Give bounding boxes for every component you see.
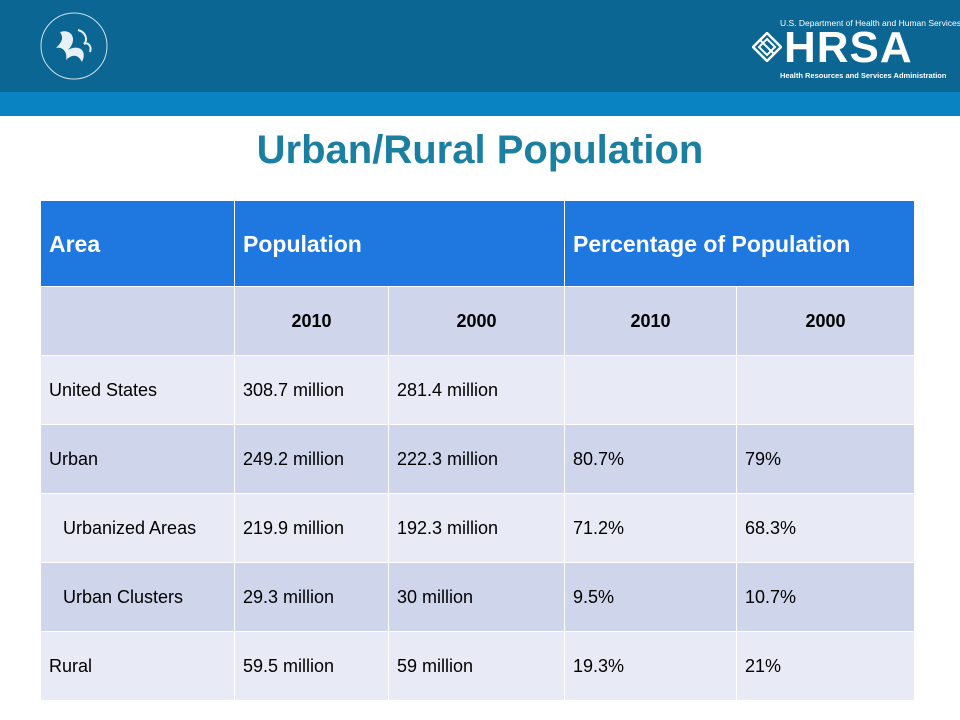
year-cell: 2010 — [564, 286, 738, 356]
table-cell: 21% — [736, 631, 916, 701]
year-cell: 2000 — [387, 286, 566, 356]
table-cell: 308.7 million — [234, 355, 389, 425]
header-population: Population — [233, 200, 566, 287]
population-table: Area Population Percentage of Population… — [40, 200, 916, 701]
table-cell: 79% — [736, 424, 916, 494]
table-cell: 192.3 million — [387, 493, 566, 563]
year-row: 2010 2000 2010 2000 — [40, 286, 916, 356]
area-label: Urban — [40, 424, 235, 494]
table-cell: 80.7% — [564, 424, 738, 494]
hrsa-tagline: Health Resources and Services Administra… — [780, 71, 947, 80]
table-cell: 19.3% — [564, 631, 738, 701]
year-cell: 2010 — [234, 286, 389, 356]
table-cell: 71.2% — [564, 493, 738, 563]
area-label: United States — [40, 355, 235, 425]
area-label: Urbanized Areas — [40, 493, 235, 563]
table-row: Urbanized Areas 219.9 million 192.3 mill… — [40, 493, 916, 563]
header-percentage: Percentage of Population — [564, 200, 916, 287]
table-cell: 281.4 million — [387, 355, 566, 425]
table-cell: 9.5% — [564, 562, 738, 632]
table-cell: 249.2 million — [234, 424, 389, 494]
page-title: Urban/Rural Population — [256, 128, 704, 172]
table-row: United States 308.7 million 281.4 millio… — [40, 355, 916, 425]
header-band — [0, 0, 960, 92]
header-area: Area — [40, 200, 235, 287]
table-row: Urban Clusters 29.3 million 30 million 9… — [40, 562, 916, 632]
table-cell: 219.9 million — [234, 493, 389, 563]
area-label: Urban Clusters — [40, 562, 235, 632]
table-cell — [564, 355, 738, 425]
year-cell-empty — [40, 286, 235, 356]
table-header-row: Area Population Percentage of Population — [40, 200, 916, 287]
table-row: Urban 249.2 million 222.3 million 80.7% … — [40, 424, 916, 494]
year-cell: 2000 — [736, 286, 916, 356]
area-label: Rural — [40, 631, 235, 701]
hrsa-logo-wordmark: HRSA — [784, 23, 913, 72]
table-cell: 59.5 million — [234, 631, 389, 701]
table-cell: 10.7% — [736, 562, 916, 632]
table-cell — [736, 355, 916, 425]
table-cell: 29.3 million — [234, 562, 389, 632]
table-cell: 59 million — [387, 631, 566, 701]
hrsa-emblem-icon — [752, 32, 782, 62]
header-accent-band — [0, 92, 960, 116]
hhs-seal-logo — [40, 12, 108, 80]
table-cell: 30 million — [387, 562, 566, 632]
hrsa-department-text: U.S. Department of Health and Human Serv… — [780, 18, 960, 28]
table-cell: 222.3 million — [387, 424, 566, 494]
table-row: Rural 59.5 million 59 million 19.3% 21% — [40, 631, 916, 701]
table-cell: 68.3% — [736, 493, 916, 563]
